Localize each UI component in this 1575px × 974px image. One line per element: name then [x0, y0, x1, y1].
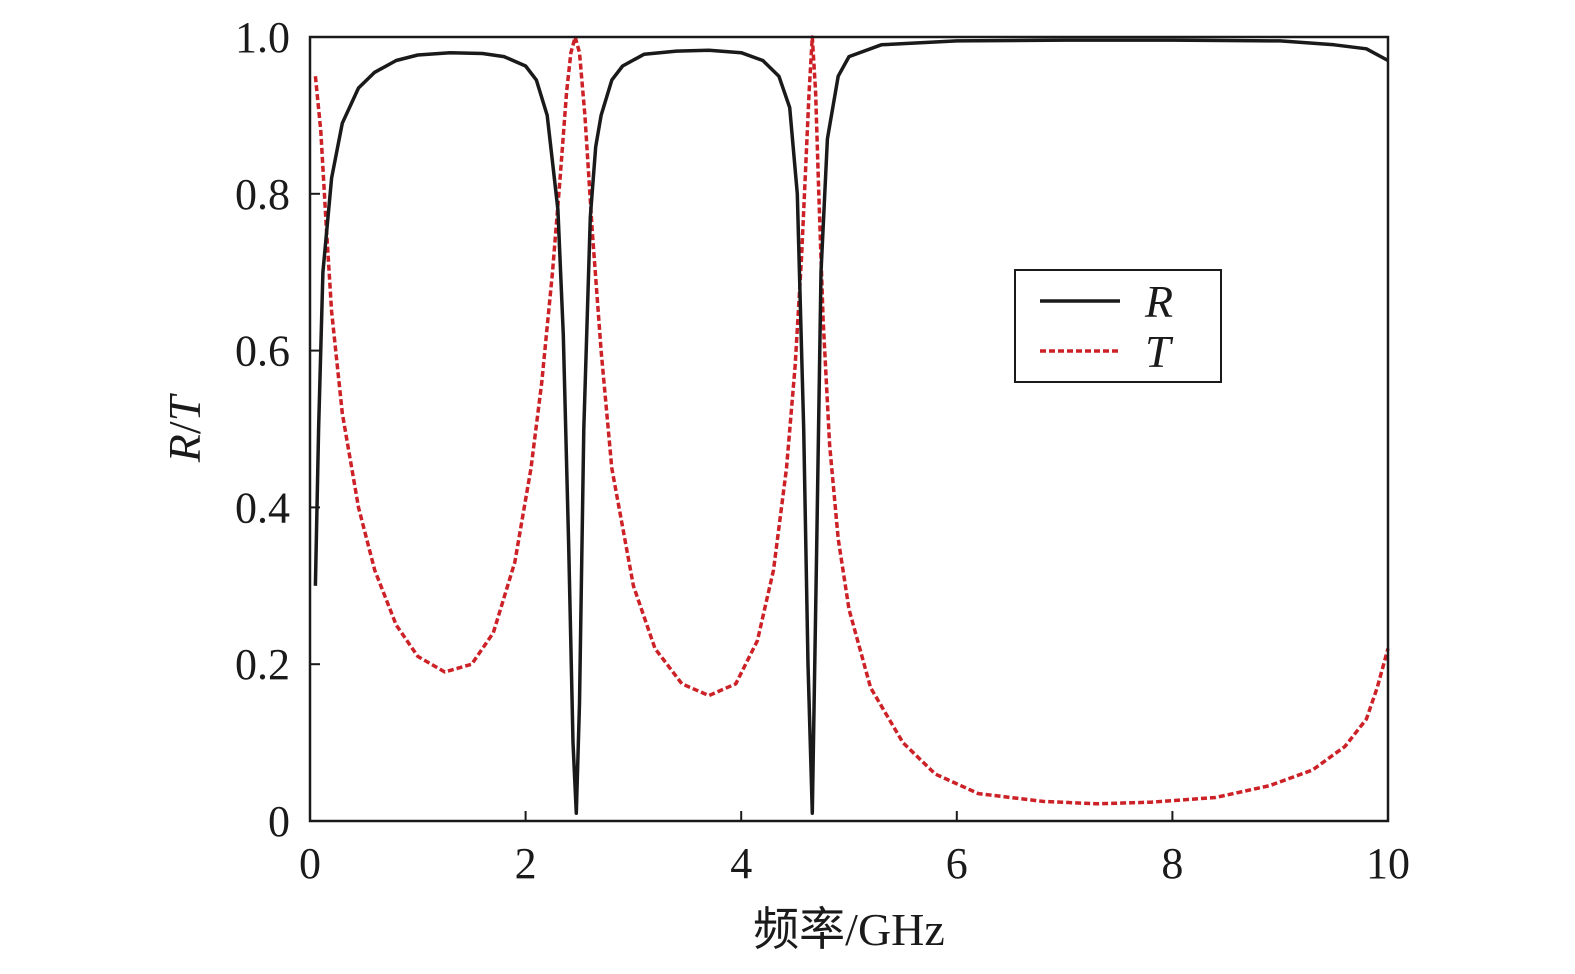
x-tick-label: 4 — [730, 839, 752, 888]
series-line-t — [313, 35, 1390, 806]
x-tick-label: 8 — [1161, 839, 1183, 888]
y-axis-title-t: T — [159, 392, 210, 421]
series-line-r — [313, 38, 1389, 815]
y-tick-label: 0.4 — [235, 483, 290, 532]
x-ticks: 0 2 4 6 8 10 — [299, 811, 1410, 888]
legend-label-t: T — [1145, 326, 1174, 377]
x-tick-label: 6 — [946, 839, 968, 888]
y-axis-title: R/T — [159, 392, 210, 463]
y-tick-label: 0 — [268, 797, 290, 846]
x-axis-title: 频率/GHz — [753, 904, 945, 955]
x-tick-label: 10 — [1366, 839, 1410, 888]
series-layer — [313, 35, 1390, 815]
legend-label-r: R — [1144, 276, 1173, 327]
y-tick-label: 0.6 — [235, 327, 290, 376]
y-tick-label: 1.0 — [235, 13, 290, 62]
plot-frame — [308, 35, 1390, 823]
y-axis-title-sep: / — [159, 421, 210, 434]
legend-box — [1014, 269, 1222, 383]
x-tick-label: 0 — [299, 839, 321, 888]
y-tick-label: 0.2 — [235, 640, 290, 689]
legend: R T — [1014, 269, 1222, 383]
x-tick-label: 2 — [515, 839, 537, 888]
y-ticks: 0 0.2 0.4 0.6 0.8 1.0 — [235, 13, 320, 846]
y-axis-title-r: R — [159, 434, 210, 463]
y-tick-label: 0.8 — [235, 170, 290, 219]
